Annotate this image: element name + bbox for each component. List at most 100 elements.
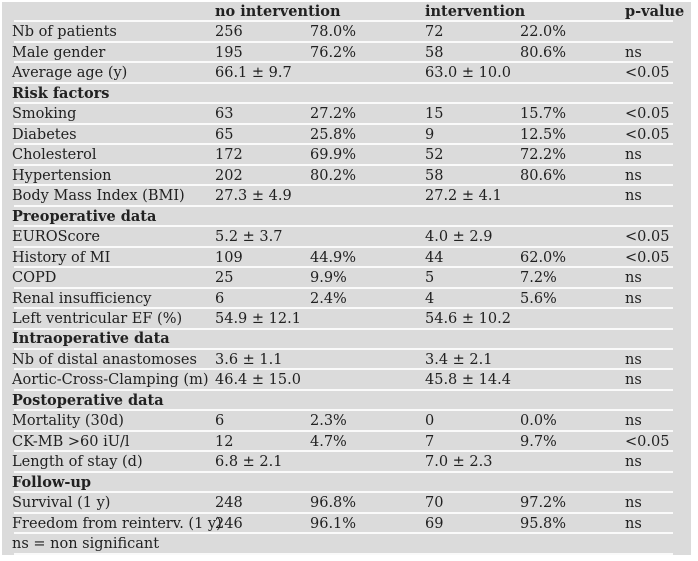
header-intervention: intervention xyxy=(425,2,526,20)
row-label: Body Mass Index (BMI) xyxy=(12,188,185,205)
row-value: 9 xyxy=(425,126,435,143)
row-value: 27.2 ± 4.1 xyxy=(425,188,502,205)
row-value: 0 xyxy=(425,413,435,430)
table-row: Renal insufficiency 6 2.4% 4 5.6% ns xyxy=(12,289,691,310)
row-value: 5 xyxy=(425,270,435,287)
section-label: Intraoperative data xyxy=(12,330,170,348)
row-value: 69.9% xyxy=(310,147,357,164)
row-value: <0.05 xyxy=(625,433,670,450)
row-value: 9.9% xyxy=(310,270,347,287)
section-label: Risk factors xyxy=(12,84,110,102)
row-value: 4.0 ± 2.9 xyxy=(425,229,493,246)
table-row: Nb of distal anastomoses 3.6 ± 1.1 3.4 ± 2… xyxy=(12,350,691,371)
table-row: CK-MB >60 iU/l 12 4.7% 7 9.7% <0.05 xyxy=(12,432,691,453)
table-row: Male gender 195 76.2% 58 80.6% ns xyxy=(12,43,691,64)
row-value: 96.1% xyxy=(310,515,357,532)
row-value: 80.2% xyxy=(310,167,357,184)
row-label: Survival (1 y) xyxy=(12,495,111,512)
header-no-intervention: no intervention xyxy=(215,2,341,20)
table-row: EUROScore 5.2 ± 3.7 4.0 ± 2.9 <0.05 xyxy=(12,227,691,249)
row-label: Diabetes xyxy=(12,126,77,143)
row-value: 63.0 ± 10.0 xyxy=(425,65,511,82)
row-value: 256 xyxy=(215,24,243,41)
row-value: 63 xyxy=(215,106,234,123)
section-row: Intraoperative data xyxy=(12,330,691,351)
row-value: 109 xyxy=(215,249,243,266)
section-label: Postoperative data xyxy=(12,391,164,409)
row-value: 96.8% xyxy=(310,495,357,512)
row-value: 65 xyxy=(215,126,234,143)
row-label: Mortality (30d) xyxy=(12,413,124,430)
row-label: Length of stay (d) xyxy=(12,454,143,471)
row-label: Smoking xyxy=(12,106,77,123)
row-value: 46.4 ± 15.0 xyxy=(215,372,301,389)
table-row: Length of stay (d) 6.8 ± 2.1 7.0 ± 2.3 ns xyxy=(12,452,691,474)
row-label: Male gender xyxy=(12,44,106,61)
row-value: ns xyxy=(625,188,642,205)
table-row: Aortic-Cross-Clamping (m) 46.4 ± 15.0 45.8… xyxy=(12,370,691,392)
row-value: 69 xyxy=(425,515,444,532)
row-value: ns xyxy=(625,167,642,184)
table-header-row: no intervention intervention p-value xyxy=(12,2,691,23)
section-label: Follow-up xyxy=(12,473,92,491)
row-value: 5.6% xyxy=(520,290,557,307)
row-value: ns xyxy=(625,147,642,164)
row-value: 6 xyxy=(215,290,225,307)
section-row: Preoperative data xyxy=(12,207,691,228)
row-value: 6 xyxy=(215,413,225,430)
table-row: Freedom from reinterv. (1 y) 246 96.1% 69 95… xyxy=(12,514,691,535)
row-label: Hypertension xyxy=(12,167,112,184)
row-value: 27.2% xyxy=(310,106,357,123)
table-row: Body Mass Index (BMI) 27.3 ± 4.9 27.2 ± 4.… xyxy=(12,186,691,208)
row-value: 5.2 ± 3.7 xyxy=(215,229,283,246)
row-value: ns xyxy=(625,515,642,532)
row-label: Renal insufficiency xyxy=(12,290,152,307)
row-value: 172 xyxy=(215,147,243,164)
table-row: Smoking 63 27.2% 15 15.7% <0.05 xyxy=(12,104,691,126)
row-value: 248 xyxy=(215,495,243,512)
footnote-text: ns = non significant xyxy=(12,536,160,553)
row-value: ns xyxy=(625,454,642,471)
row-value: ns xyxy=(625,351,642,368)
footnote-row: ns = non significant xyxy=(12,534,691,556)
row-value: 9.7% xyxy=(520,433,557,450)
row-label: Nb of distal anastomoses xyxy=(12,351,197,368)
table-row: Cholesterol 172 69.9% 52 72.2% ns xyxy=(12,145,691,167)
row-value: 45.8 ± 14.4 xyxy=(425,372,511,389)
row-value: 4.7% xyxy=(310,433,347,450)
table-row: Average age (y) 66.1 ± 9.7 63.0 ± 10.0 <0.0… xyxy=(12,63,691,85)
row-value: 72.2% xyxy=(520,147,567,164)
row-label: Left ventricular EF (%) xyxy=(12,311,183,328)
table-row: History of MI 109 44.9% 44 62.0% <0.05 xyxy=(12,248,691,269)
row-label: CK-MB >60 iU/l xyxy=(12,433,130,450)
row-value: 195 xyxy=(215,44,243,61)
row-value: 44.9% xyxy=(310,249,357,266)
table-row: Diabetes 65 25.8% 9 12.5% <0.05 xyxy=(12,125,691,146)
row-value: 4 xyxy=(425,290,435,307)
row-value: <0.05 xyxy=(625,229,670,246)
row-value: 25 xyxy=(215,270,234,287)
row-value: 58 xyxy=(425,44,444,61)
table-row: Nb of patients 256 78.0% 72 22.0% xyxy=(12,22,691,44)
row-value: ns xyxy=(625,372,642,389)
row-value: <0.05 xyxy=(625,65,670,82)
row-value: 2.4% xyxy=(310,290,347,307)
row-value: 78.0% xyxy=(310,24,357,41)
table-row: COPD 25 9.9% 5 7.2% ns xyxy=(12,268,691,290)
row-value: 76.2% xyxy=(310,44,357,61)
row-value: 202 xyxy=(215,167,243,184)
row-value: 70 xyxy=(425,495,444,512)
row-value: 97.2% xyxy=(520,495,567,512)
row-value: 44 xyxy=(425,249,444,266)
row-value: 22.0% xyxy=(520,24,567,41)
row-value: 54.6 ± 10.2 xyxy=(425,311,511,328)
row-value: 72 xyxy=(425,24,444,41)
row-value: 80.6% xyxy=(520,44,567,61)
row-value: 54.9 ± 12.1 xyxy=(215,311,301,328)
row-value: <0.05 xyxy=(625,106,670,123)
row-value: 95.8% xyxy=(520,515,567,532)
row-value: 7 xyxy=(425,433,435,450)
row-value: <0.05 xyxy=(625,126,670,143)
row-value: ns xyxy=(625,44,642,61)
row-value: 25.8% xyxy=(310,126,357,143)
